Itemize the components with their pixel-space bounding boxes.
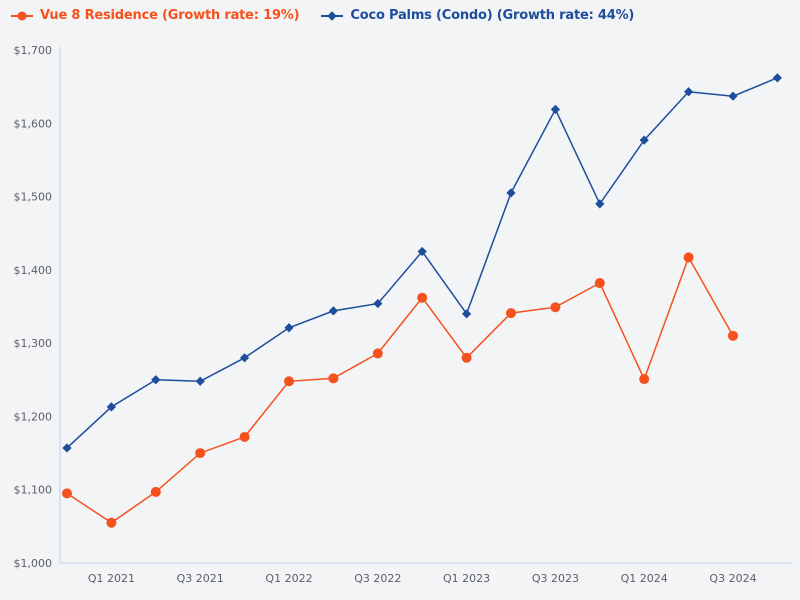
y-axis-tick-label: $1,000 — [14, 557, 53, 570]
data-point-marker — [639, 374, 650, 385]
data-point-marker — [728, 91, 738, 101]
data-point-marker — [639, 135, 649, 145]
x-axis-tick-label: Q3 2024 — [709, 572, 756, 585]
x-axis-tick-label: Q1 2024 — [621, 572, 668, 585]
data-point-marker — [683, 252, 694, 263]
chart-legend: Vue 8 Residence (Growth rate: 19%) Coco … — [10, 8, 634, 23]
data-point-marker — [328, 306, 338, 316]
legend-label-coco-palms: Coco Palms (Condo) (Growth rate: 44%) — [350, 8, 635, 23]
x-axis-tick-label: Q1 2021 — [88, 572, 135, 585]
legend-item-coco-palms[interactable]: Coco Palms (Condo) (Growth rate: 44%) — [320, 8, 634, 23]
data-point-marker — [417, 246, 427, 257]
data-point-marker — [461, 352, 472, 363]
data-point-marker — [239, 431, 250, 442]
legend-label-vue8-residence: Vue 8 Residence (Growth rate: 19%) — [40, 8, 300, 23]
data-point-marker — [506, 188, 516, 198]
y-axis-tick-label: $1,200 — [14, 410, 53, 423]
x-axis-tick-label: Q3 2022 — [354, 572, 401, 585]
data-point-marker — [772, 73, 782, 83]
data-point-marker — [151, 375, 161, 385]
data-point-marker — [550, 104, 560, 114]
circle-marker-icon — [11, 11, 33, 20]
data-point-marker — [417, 292, 428, 303]
data-point-marker — [106, 402, 116, 412]
data-point-marker — [62, 488, 72, 499]
data-point-marker — [328, 373, 339, 384]
series-line-0 — [66, 255, 734, 524]
data-point-marker — [106, 517, 117, 528]
y-axis-tick-label: $1,700 — [14, 44, 53, 57]
data-point-marker — [550, 302, 561, 313]
data-point-marker — [240, 353, 250, 363]
y-axis-tick-label: $1,300 — [14, 337, 53, 350]
diamond-marker-icon — [321, 10, 344, 21]
data-point-marker — [150, 486, 161, 497]
data-point-marker — [62, 443, 72, 453]
y-axis-tick-label: $1,400 — [14, 264, 53, 277]
y-axis-tick-label: $1,600 — [14, 117, 53, 130]
data-point-marker — [373, 298, 383, 309]
x-axis-tick-label: Q1 2022 — [265, 572, 312, 585]
x-axis-tick-label: Q1 2023 — [443, 572, 490, 585]
data-point-marker — [195, 448, 206, 459]
series-line-1 — [66, 77, 778, 449]
y-axis-tick-label: $1,500 — [14, 191, 53, 204]
data-point-marker — [728, 330, 738, 341]
data-point-marker — [372, 348, 383, 359]
data-point-marker — [462, 309, 472, 319]
y-axis-tick-label: $1,100 — [14, 484, 53, 497]
data-point-marker — [506, 308, 516, 319]
x-axis-tick-label: Q3 2021 — [177, 572, 224, 585]
data-point-marker — [595, 199, 605, 209]
data-point-marker — [284, 376, 294, 387]
data-point-marker — [284, 323, 294, 333]
data-point-marker — [594, 278, 605, 289]
x-axis-tick-label: Q3 2023 — [532, 572, 579, 585]
data-point-marker — [684, 87, 694, 97]
legend-item-vue8-residence[interactable]: Vue 8 Residence (Growth rate: 19%) — [10, 8, 300, 23]
data-point-marker — [195, 376, 205, 386]
